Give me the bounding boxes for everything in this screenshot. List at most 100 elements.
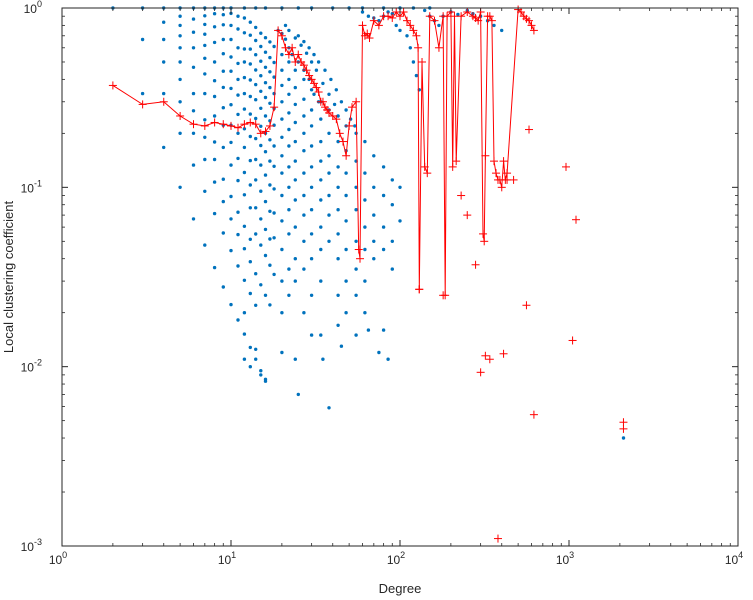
- scatter-point: [263, 150, 268, 154]
- scatter-point: [254, 272, 258, 276]
- scatter-point: [191, 46, 196, 50]
- scatter-point: [336, 185, 340, 189]
- scatter-point: [302, 149, 306, 153]
- scatter-point: [229, 23, 233, 28]
- scatter-point: [268, 303, 272, 307]
- scatter-point: [344, 108, 348, 112]
- scatter-point: [394, 23, 398, 28]
- scatter-point: [381, 225, 386, 229]
- average-point: [434, 43, 443, 52]
- scatter-point: [354, 185, 358, 189]
- average-point: [457, 12, 466, 21]
- average-point: [452, 157, 461, 166]
- average-point: [138, 100, 147, 109]
- scatter-point: [280, 350, 284, 355]
- scatter-point: [254, 347, 258, 351]
- scatter-point: [363, 279, 367, 283]
- y-axis-label: Local clustering coefficient: [1, 201, 16, 354]
- scatter-point: [263, 65, 268, 70]
- scatter-point: [259, 189, 263, 193]
- scatter-point: [229, 55, 233, 59]
- scatter-point: [212, 180, 217, 184]
- scatter-point: [178, 14, 182, 18]
- scatter-point: [287, 60, 291, 64]
- scatter-point: [377, 19, 381, 23]
- scatter-point: [293, 225, 297, 229]
- scatter-point: [272, 60, 276, 65]
- average-point: [284, 50, 293, 59]
- scatter-point: [259, 369, 263, 373]
- scatter-point: [268, 209, 272, 213]
- scatter-point: [354, 333, 358, 337]
- x-tick-exponent: 0: [62, 550, 67, 560]
- x-tick-label: 102: [387, 550, 405, 567]
- average-point: [392, 7, 401, 16]
- scatter-point: [390, 239, 394, 243]
- scatter-point: [242, 145, 247, 150]
- scatter-point: [203, 243, 207, 247]
- scatter-point: [372, 239, 376, 243]
- scatter-point: [236, 112, 240, 117]
- scatter-point: [236, 93, 240, 97]
- scatter-point: [263, 199, 268, 204]
- scatter-point: [242, 75, 247, 80]
- scatter-point: [203, 157, 207, 162]
- scatter-point: [242, 16, 247, 20]
- scatter-point: [259, 143, 263, 148]
- scatter-point: [500, 28, 504, 33]
- scatter-point: [162, 60, 166, 64]
- average-point: [240, 120, 249, 129]
- scatter-point: [390, 267, 394, 271]
- scatter-point: [248, 134, 252, 139]
- y-tick-exponent: -3: [34, 537, 42, 547]
- average-point: [388, 13, 397, 22]
- scatter-point: [263, 95, 268, 100]
- scatter-point: [162, 37, 166, 42]
- scatter-point: [263, 173, 268, 177]
- average-point: [399, 7, 408, 16]
- scatter-point: [386, 10, 390, 14]
- average-point: [233, 123, 242, 132]
- average-point: [499, 157, 508, 166]
- scatter-point: [336, 165, 340, 169]
- scatter-point: [248, 20, 252, 24]
- scatter-point: [248, 78, 252, 82]
- scatter-point: [309, 185, 314, 189]
- y-tick-label: 100: [24, 0, 42, 16]
- scatter-point: [327, 213, 331, 217]
- scatter-point: [254, 53, 258, 57]
- scatter-point: [381, 328, 386, 332]
- scatter-point: [242, 193, 247, 197]
- average-outlier-point: [471, 260, 480, 269]
- scatter-point: [344, 193, 348, 198]
- average-point: [423, 169, 432, 178]
- scatter-point: [254, 68, 258, 72]
- scatter-point: [221, 199, 225, 204]
- average-point: [176, 111, 185, 120]
- scatter-point: [263, 36, 268, 40]
- x-tick-exponent: 3: [569, 550, 574, 560]
- scatter-point: [221, 231, 225, 235]
- scatter-point: [327, 239, 331, 243]
- scatter-point: [229, 217, 233, 221]
- scatter-point: [363, 139, 367, 144]
- scatter-point: [309, 165, 314, 169]
- average-outlier-point: [457, 191, 466, 200]
- scatter-point: [280, 193, 284, 198]
- scatter-point: [309, 124, 314, 128]
- average-outlier-point: [415, 285, 424, 294]
- average-point: [108, 81, 117, 90]
- scatter-point: [248, 237, 252, 241]
- average-point: [481, 151, 490, 160]
- scatter-point: [268, 237, 272, 241]
- average-point: [312, 83, 321, 92]
- scatter-point: [254, 232, 258, 236]
- scatter-point: [259, 74, 263, 78]
- average-point: [479, 229, 488, 238]
- scatter-point: [236, 27, 240, 31]
- y-tick-exponent: -2: [34, 358, 42, 368]
- average-point: [335, 129, 344, 138]
- average-point: [525, 16, 534, 25]
- average-point: [189, 120, 198, 129]
- scatter-point: [280, 52, 284, 57]
